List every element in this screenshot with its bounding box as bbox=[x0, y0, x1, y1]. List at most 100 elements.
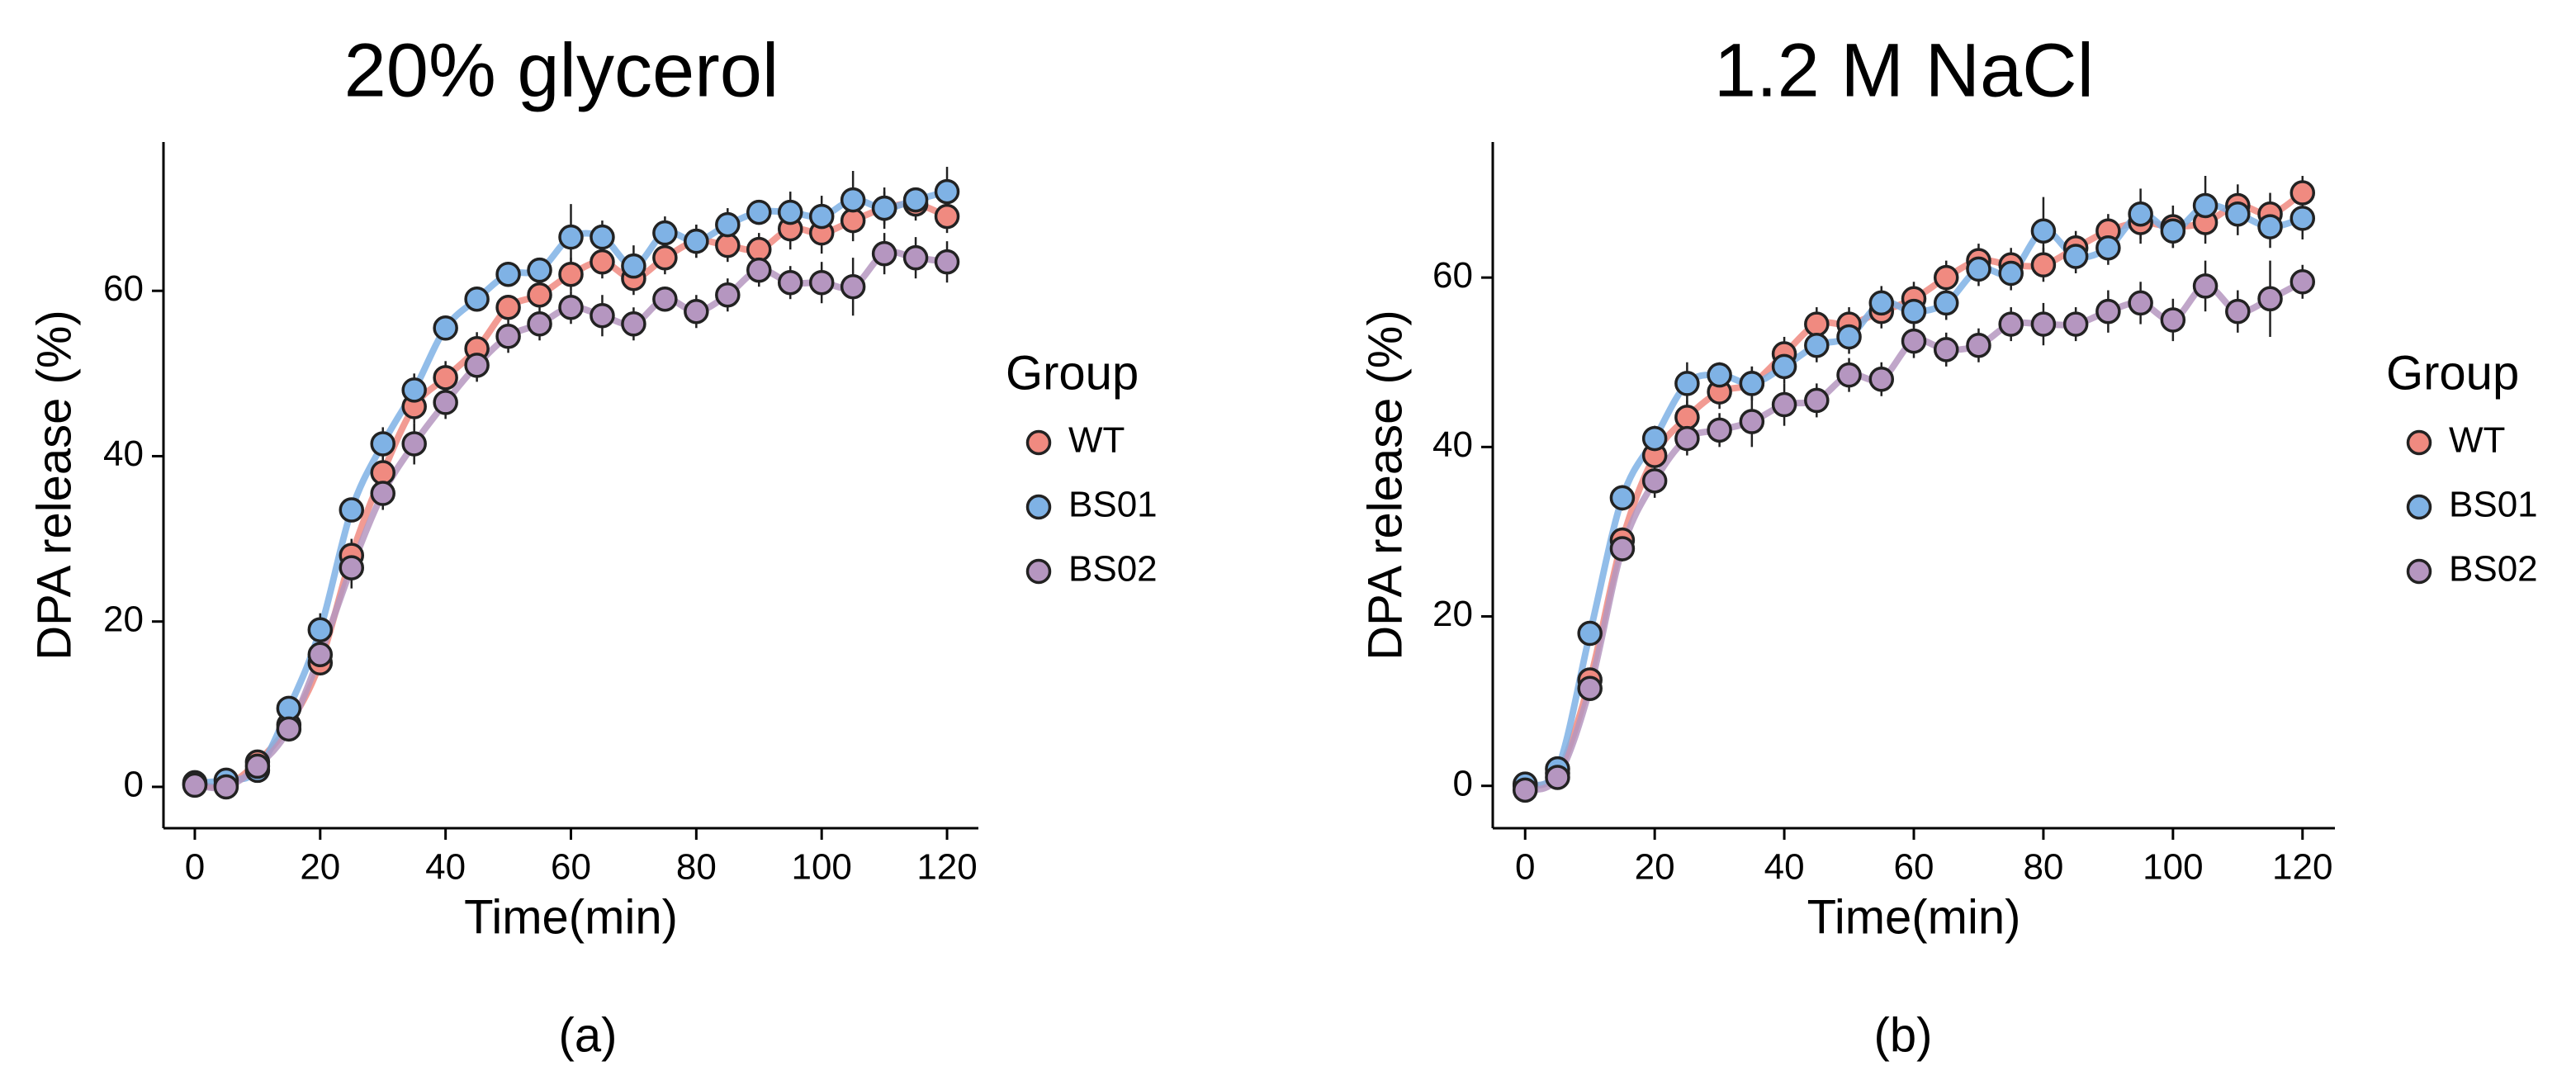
data-point-bs01 bbox=[1739, 371, 1765, 396]
legend-label-wt: WT bbox=[2449, 420, 2505, 461]
x-tick-label: 40 bbox=[425, 847, 466, 888]
y-axis-title: DPA release (%) bbox=[27, 310, 81, 660]
data-point-bs01 bbox=[1998, 260, 2024, 287]
data-point-bs02 bbox=[1674, 425, 1700, 452]
data-point-bs02 bbox=[1998, 311, 2024, 337]
data-point-bs02 bbox=[1966, 332, 1991, 358]
x-tick-label: 40 bbox=[1764, 847, 1805, 888]
data-point-bs02 bbox=[621, 311, 646, 337]
data-point-bs02 bbox=[715, 282, 741, 308]
data-point-bs02 bbox=[1771, 391, 1797, 418]
data-point-bs01 bbox=[871, 195, 897, 221]
data-point-bs02 bbox=[370, 481, 395, 506]
data-point-bs02 bbox=[684, 298, 709, 325]
data-point-bs02 bbox=[307, 642, 334, 667]
data-point-bs01 bbox=[433, 315, 458, 341]
x-tick-label: 100 bbox=[791, 847, 851, 888]
data-point-bs01 bbox=[1609, 485, 1636, 511]
x-tick-label: 80 bbox=[676, 847, 717, 888]
y-tick-label: 60 bbox=[1432, 255, 1473, 296]
legend-marker-bs02 bbox=[2406, 558, 2432, 585]
data-point-bs01 bbox=[621, 253, 646, 279]
data-point-bs02 bbox=[1707, 417, 1732, 443]
y-tick-label: 60 bbox=[103, 268, 144, 309]
x-tick-label: 0 bbox=[185, 847, 205, 888]
x-tick-label: 20 bbox=[300, 847, 340, 888]
y-axis-title: DPA release (%) bbox=[1358, 310, 1412, 660]
data-point-bs02 bbox=[871, 240, 897, 267]
data-point-bs01 bbox=[339, 497, 365, 523]
data-point-bs01 bbox=[840, 187, 866, 213]
data-point-bs01 bbox=[902, 187, 929, 213]
data-point-bs02 bbox=[2160, 307, 2186, 333]
data-point-bs02 bbox=[464, 353, 490, 378]
data-point-bs02 bbox=[244, 753, 271, 779]
data-point-bs01 bbox=[1804, 332, 1830, 358]
data-point-bs02 bbox=[1836, 362, 1862, 388]
data-point-bs01 bbox=[777, 199, 803, 225]
data-point-bs02 bbox=[652, 286, 678, 312]
data-point-bs01 bbox=[370, 431, 395, 457]
data-point-bs02 bbox=[2192, 273, 2218, 299]
data-point-bs02 bbox=[2128, 290, 2153, 316]
data-point-wt bbox=[2030, 252, 2057, 278]
data-point-wt bbox=[1804, 311, 1830, 337]
data-point-wt bbox=[1933, 264, 1959, 291]
data-point-bs02 bbox=[2290, 269, 2316, 295]
data-point-bs01 bbox=[2290, 206, 2316, 231]
data-point-bs02 bbox=[808, 269, 835, 296]
panel-label: (b) bbox=[1874, 1008, 1933, 1062]
chart-title: 20% glycerol bbox=[344, 28, 779, 112]
data-point-bs01 bbox=[558, 224, 584, 250]
data-point-bs02 bbox=[1512, 777, 1538, 803]
data-point-bs01 bbox=[1674, 371, 1700, 396]
y-tick-label: 40 bbox=[103, 434, 144, 474]
x-tick-label: 0 bbox=[1515, 847, 1535, 888]
x-tick-label: 60 bbox=[1894, 847, 1934, 888]
data-point-wt bbox=[1674, 405, 1700, 430]
data-point-bs02 bbox=[746, 257, 772, 283]
data-point-bs02 bbox=[2062, 311, 2089, 337]
data-point-wt bbox=[746, 236, 772, 263]
data-point-bs01 bbox=[527, 257, 552, 283]
data-point-wt bbox=[2290, 180, 2316, 206]
data-point-wt bbox=[652, 244, 678, 271]
y-tick-label: 0 bbox=[124, 765, 144, 805]
data-point-bs02 bbox=[1868, 367, 1895, 392]
data-point-bs01 bbox=[2128, 201, 2153, 227]
data-point-wt bbox=[840, 207, 866, 234]
data-point-wt bbox=[527, 282, 552, 308]
data-point-bs01 bbox=[495, 261, 521, 287]
data-point-bs02 bbox=[1901, 328, 1927, 354]
data-point-bs02 bbox=[1545, 765, 1570, 790]
data-point-bs01 bbox=[2192, 192, 2218, 219]
data-point-bs02 bbox=[2257, 286, 2283, 312]
x-tick-label: 80 bbox=[2023, 847, 2063, 888]
data-point-bs02 bbox=[777, 269, 803, 296]
data-point-bs01 bbox=[684, 228, 709, 254]
data-point-wt bbox=[433, 365, 458, 391]
data-point-bs02 bbox=[495, 324, 521, 349]
data-point-bs01 bbox=[1966, 256, 1991, 282]
data-point-bs01 bbox=[746, 199, 772, 225]
legend-marker-bs01 bbox=[1025, 494, 1052, 520]
data-point-bs02 bbox=[934, 249, 960, 275]
legend-title: Group bbox=[1006, 346, 1139, 400]
data-point-bs02 bbox=[590, 303, 615, 329]
legend-label-bs01: BS01 bbox=[1068, 485, 1158, 525]
data-point-bs02 bbox=[401, 431, 427, 457]
data-point-bs02 bbox=[1641, 468, 1668, 494]
data-point-bs01 bbox=[1641, 425, 1668, 452]
legend-label-bs02: BS02 bbox=[2449, 549, 2538, 590]
x-tick-label: 20 bbox=[1635, 847, 1675, 888]
data-point-bs01 bbox=[2257, 214, 2283, 239]
panel-label: (a) bbox=[559, 1008, 618, 1062]
data-point-bs01 bbox=[1577, 620, 1603, 647]
data-point-bs01 bbox=[2062, 244, 2089, 269]
data-point-bs02 bbox=[1739, 409, 1765, 434]
data-point-bs02 bbox=[1577, 675, 1603, 701]
data-point-wt bbox=[715, 232, 741, 258]
